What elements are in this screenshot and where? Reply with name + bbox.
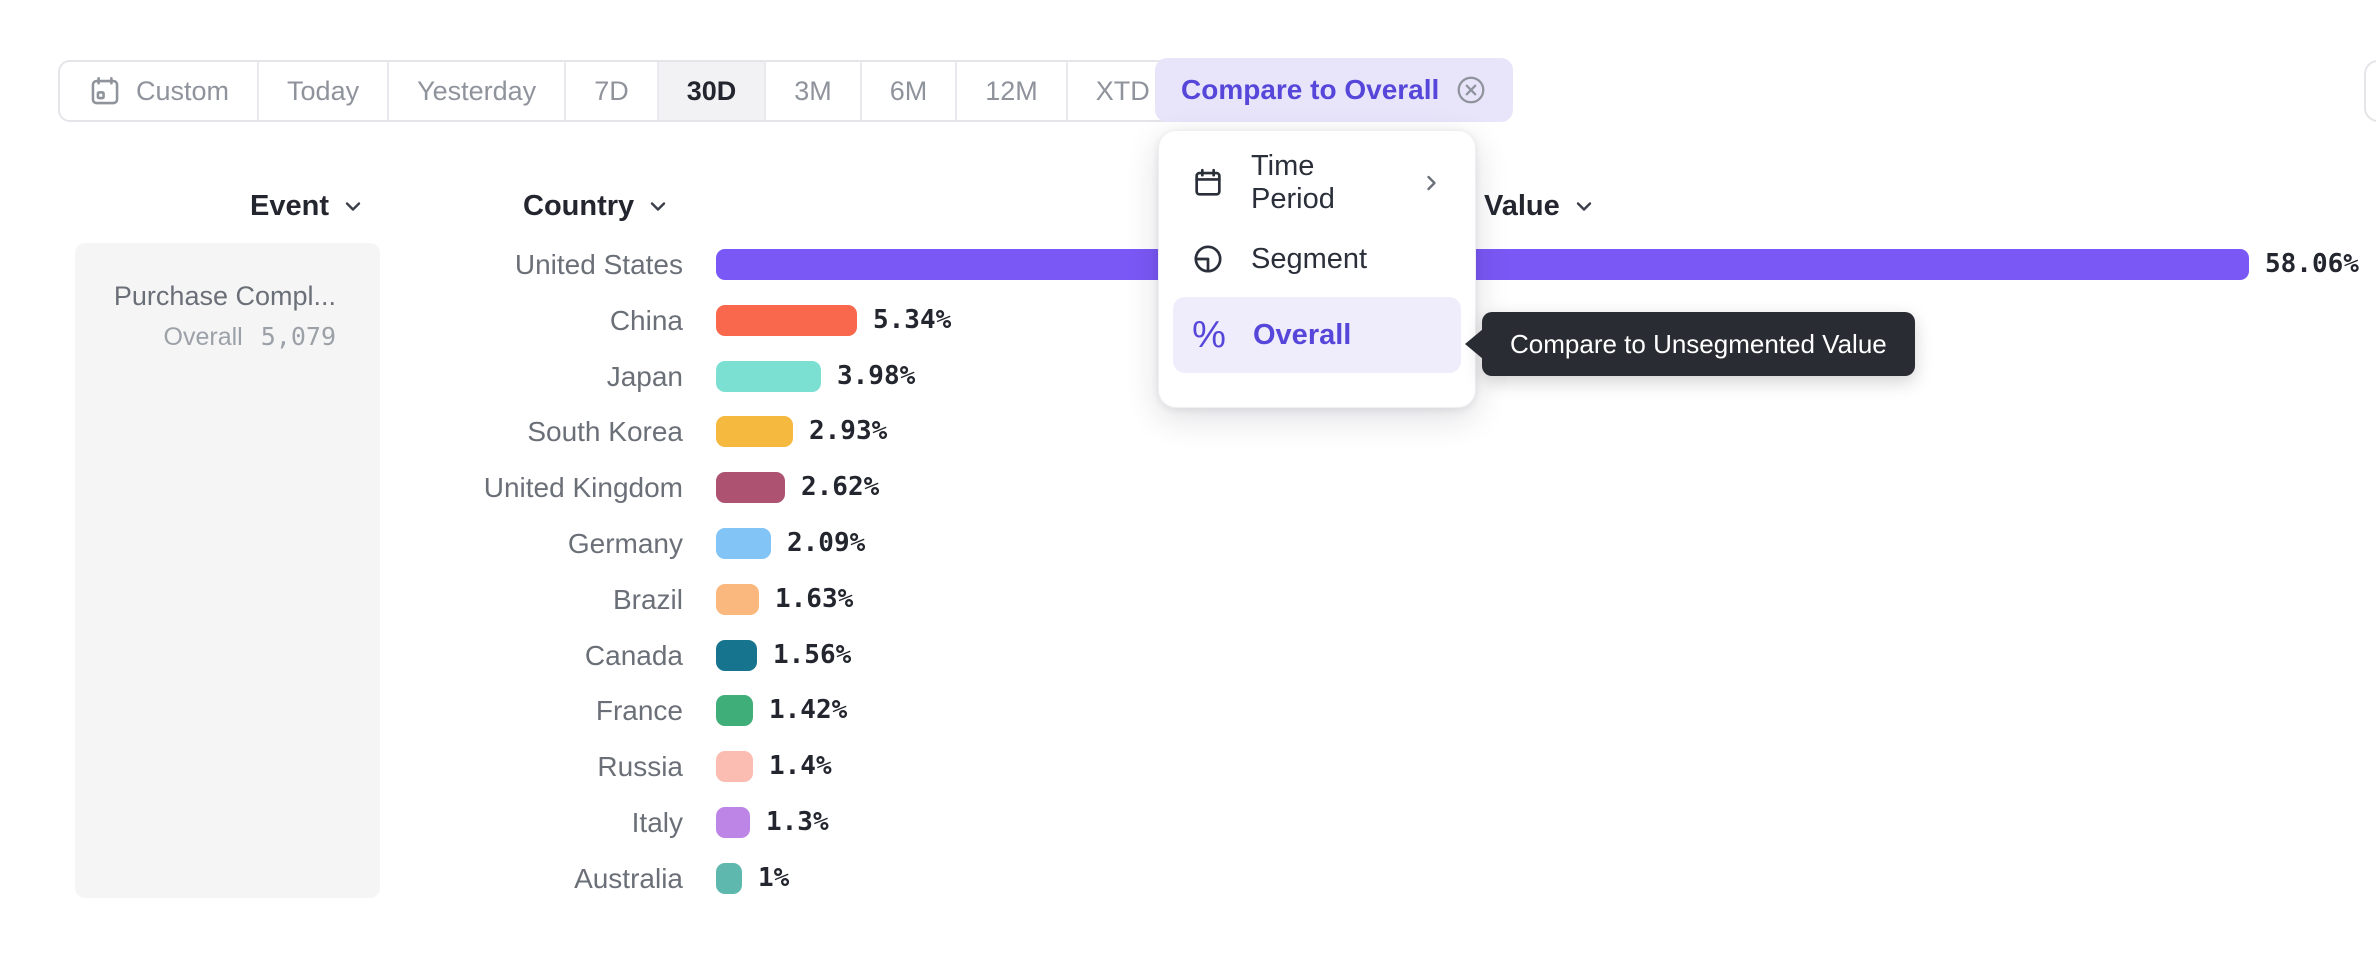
compare-to-overall-pill[interactable]: Compare to Overall — [1155, 58, 1514, 122]
value-bar[interactable] — [716, 416, 793, 447]
value-label: 1.4% — [769, 751, 832, 781]
remove-compare-icon[interactable] — [1455, 74, 1487, 106]
value-label: 3.98% — [837, 361, 916, 391]
country-label: France — [595, 695, 683, 726]
date-range-12m-button[interactable]: 12M — [955, 62, 1066, 120]
value-bar[interactable] — [716, 472, 785, 503]
date-range-custom-button[interactable]: Custom — [60, 62, 258, 120]
value-label: 1.42% — [769, 695, 848, 725]
value-bar[interactable] — [716, 305, 857, 336]
country-label: Germany — [567, 528, 683, 559]
date-range-3m-button[interactable]: 3M — [764, 62, 860, 120]
calendar-icon — [91, 76, 119, 105]
value-bar[interactable] — [716, 751, 753, 782]
button-label: Custom — [136, 75, 230, 106]
compare-dropdown-menu: Time Period Segment % Overall — [1158, 130, 1476, 408]
menu-item-time-period[interactable]: Time Period — [1173, 145, 1461, 221]
calendar-icon — [1195, 168, 1221, 196]
country-label: Australia — [574, 863, 683, 894]
value-bar[interactable] — [716, 584, 759, 615]
value-label: 1% — [758, 863, 790, 893]
country-label: United Kingdom — [483, 472, 683, 503]
value-label: 1.56% — [773, 640, 852, 670]
value-bar[interactable] — [716, 249, 2249, 280]
menu-item-segment[interactable]: Segment — [1173, 221, 1461, 297]
event-card-purchase-completed[interactable]: Purchase Compl... Overall 5,079 — [75, 243, 380, 898]
value-bar[interactable] — [716, 361, 821, 392]
chevron-down-icon — [650, 202, 666, 211]
date-range-30d-button[interactable]: 30D — [656, 62, 765, 120]
pill-label: Compare to Overall — [1181, 74, 1440, 105]
country-label: China — [609, 305, 683, 336]
country-column-header[interactable]: Country — [523, 189, 670, 223]
value-label: 5.34% — [873, 305, 952, 335]
value-label: 2.93% — [809, 416, 888, 446]
value-bar[interactable] — [716, 807, 750, 838]
country-label: Brazil — [612, 584, 683, 615]
menu-item-overall[interactable]: % Overall — [1173, 297, 1461, 373]
segment-icon — [1194, 245, 1222, 273]
date-range-6m-button[interactable]: 6M — [859, 62, 956, 120]
country-label: Italy — [631, 807, 683, 838]
value-label: 2.62% — [801, 472, 880, 502]
date-range-toolbar: Custom Today Yesterday 7D 30D 3M 6M 12M … — [58, 60, 1218, 122]
value-bar[interactable] — [716, 528, 771, 559]
country-label: United States — [514, 249, 683, 280]
compare-overall-tooltip: Compare to Unsegmented Value — [1482, 312, 1915, 376]
value-label: 2.09% — [787, 528, 866, 558]
date-range-yesterday-button[interactable]: Yesterday — [387, 62, 565, 120]
chevron-right-icon — [1427, 175, 1436, 191]
chevron-down-icon — [345, 202, 361, 211]
percent-icon: % — [1192, 314, 1226, 356]
country-label: Russia — [597, 751, 683, 782]
country-label: Canada — [584, 640, 683, 671]
overall-value: 5,079 — [260, 322, 336, 351]
chevron-down-icon — [1576, 202, 1591, 211]
country-label: Japan — [606, 361, 683, 392]
date-range-today-button[interactable]: Today — [257, 62, 388, 120]
overall-label: Overall — [163, 323, 243, 351]
value-bar[interactable] — [716, 695, 753, 726]
value-label: 1.3% — [766, 807, 829, 837]
value-bar[interactable] — [716, 863, 742, 894]
country-label: South Korea — [527, 416, 683, 447]
date-range-7d-button[interactable]: 7D — [564, 62, 657, 120]
value-label: 1.63% — [775, 584, 854, 614]
value-column-header[interactable]: Value — [1484, 189, 1596, 223]
value-label: 58.06% — [2265, 249, 2359, 279]
value-bar[interactable] — [716, 640, 757, 671]
event-column-header[interactable]: Event — [250, 189, 365, 223]
